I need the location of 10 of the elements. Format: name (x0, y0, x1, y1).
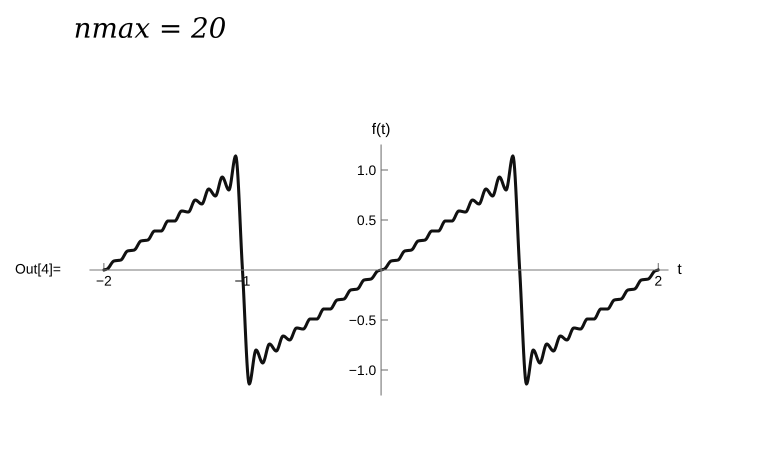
x-tick-label: 2 (655, 276, 662, 286)
y-tick-label: 1.0 (358, 165, 376, 176)
y-tick-label: −0.5 (349, 315, 376, 326)
y-axis-title: f(t) (372, 122, 390, 138)
y-tick-label: −1.0 (349, 365, 376, 376)
y-tick-label: 0.5 (357, 215, 376, 226)
x-axis-title: t (678, 264, 682, 274)
x-tick-label: −2 (96, 276, 112, 286)
text: nmax = 20 (76, 17, 225, 38)
text: Out[4]= (16, 264, 60, 276)
